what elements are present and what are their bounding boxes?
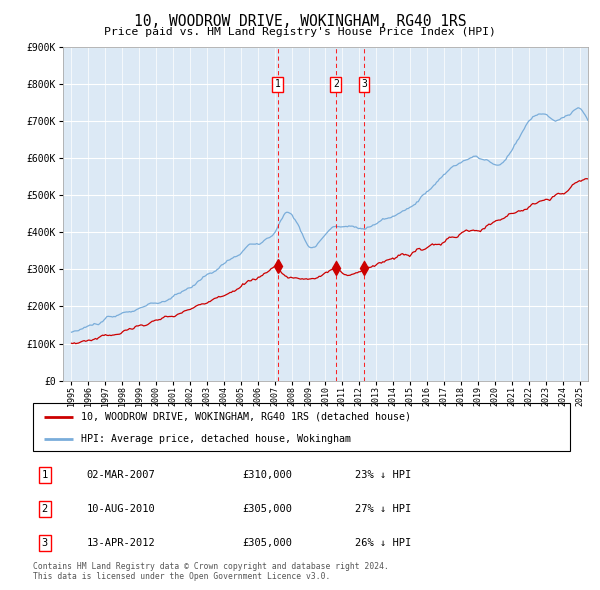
Text: 10, WOODROW DRIVE, WOKINGHAM, RG40 1RS: 10, WOODROW DRIVE, WOKINGHAM, RG40 1RS [134, 14, 466, 29]
Text: 26% ↓ HPI: 26% ↓ HPI [355, 538, 412, 548]
Text: £305,000: £305,000 [242, 504, 292, 514]
Text: 1: 1 [41, 470, 48, 480]
Text: 02-MAR-2007: 02-MAR-2007 [87, 470, 155, 480]
Text: 10-AUG-2010: 10-AUG-2010 [87, 504, 155, 514]
Text: Price paid vs. HM Land Registry's House Price Index (HPI): Price paid vs. HM Land Registry's House … [104, 27, 496, 37]
Text: 2: 2 [41, 504, 48, 514]
Text: Contains HM Land Registry data © Crown copyright and database right 2024.
This d: Contains HM Land Registry data © Crown c… [33, 562, 389, 581]
Text: 1: 1 [275, 79, 281, 89]
Text: 3: 3 [361, 79, 367, 89]
Text: £305,000: £305,000 [242, 538, 292, 548]
Text: 23% ↓ HPI: 23% ↓ HPI [355, 470, 412, 480]
Text: 2: 2 [333, 79, 339, 89]
Text: 3: 3 [41, 538, 48, 548]
Text: 13-APR-2012: 13-APR-2012 [87, 538, 155, 548]
Text: £310,000: £310,000 [242, 470, 292, 480]
Text: 10, WOODROW DRIVE, WOKINGHAM, RG40 1RS (detached house): 10, WOODROW DRIVE, WOKINGHAM, RG40 1RS (… [82, 411, 412, 421]
Text: 27% ↓ HPI: 27% ↓ HPI [355, 504, 412, 514]
Text: HPI: Average price, detached house, Wokingham: HPI: Average price, detached house, Woki… [82, 434, 352, 444]
